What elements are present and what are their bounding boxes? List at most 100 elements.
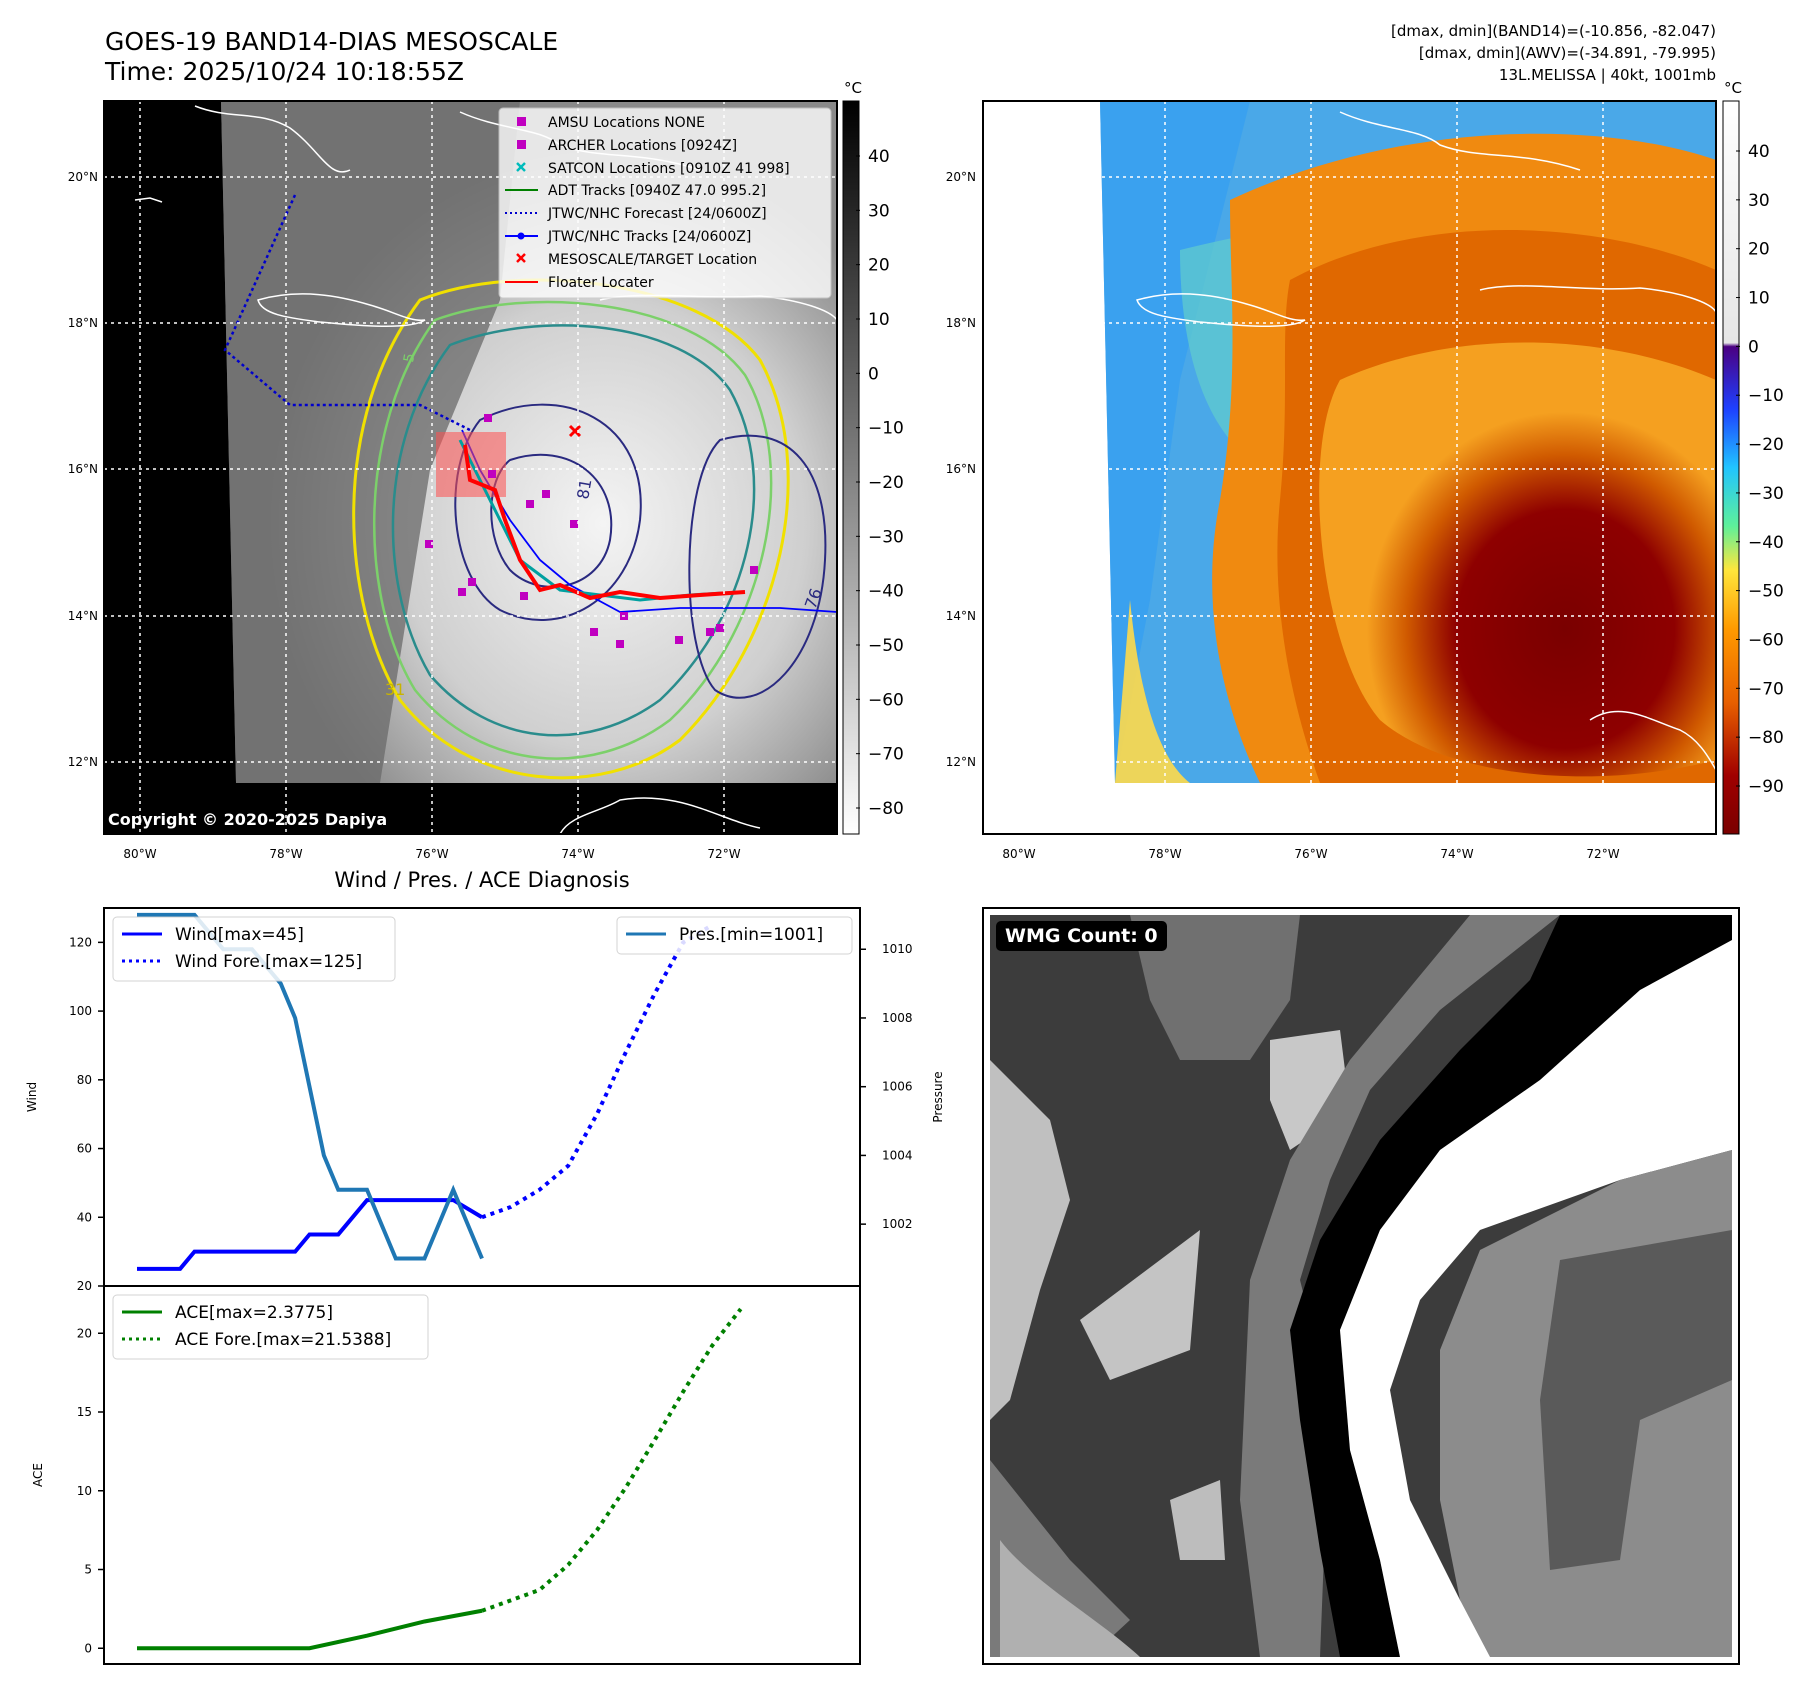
legend-entry-tracks: JTWC/NHC Tracks [24/0600Z] (505, 229, 751, 245)
lat-label: 14°N (68, 609, 98, 623)
wind-axis-tick-label: 120 (69, 935, 92, 949)
legend-entry-forecast: JTWC/NHC Forecast [24/0600Z] (505, 206, 767, 222)
awv-colorbar-tick-label: −10 (1748, 386, 1784, 406)
awv-range: [dmax, dmin](AWV)=(-34.891, -79.995) (1418, 44, 1716, 62)
ir-colorbar-tick-label: −50 (868, 636, 904, 656)
contour-label: 81 (573, 477, 595, 500)
awv-core (1319, 342, 1716, 777)
wind-series-line (137, 1198, 484, 1271)
lon-label: 72°W (707, 847, 740, 861)
lon-label: 76°W (415, 847, 448, 861)
wind-axis-tick-label: 40 (77, 1210, 92, 1224)
ir-colorbar-tick-label: 40 (868, 147, 890, 167)
awv-map-panel: 80°W 78°W 76°W 74°W 72°W 20°N 18°N 16°N … (946, 79, 1784, 861)
ace-series-line (137, 1608, 483, 1651)
lat-label: 20°N (946, 170, 976, 184)
lat-label: 16°N (68, 462, 98, 476)
storm-info: 13L.MELISSA | 40kt, 1001mb (1498, 66, 1716, 84)
target-location-marker (568, 424, 582, 438)
lon-label: 78°W (1148, 847, 1181, 861)
lat-label: 18°N (68, 316, 98, 330)
awv-colorbar-tick-label: −80 (1748, 728, 1784, 748)
wmg-white-band (1340, 940, 1732, 1657)
lon-label: 80°W (123, 847, 156, 861)
awv-axis-labels: 80°W 78°W 76°W 74°W 72°W 20°N 18°N 16°N … (946, 170, 1620, 861)
svg-text:MESOSCALE/TARGET Location: MESOSCALE/TARGET Location (548, 252, 757, 268)
wind-axis-tick-label: 60 (77, 1142, 92, 1156)
legend-entry-satcon: SATCON Locations [0910Z 41 998] (516, 161, 790, 177)
ir-map-panel: 81 76 31 -5 AMSU Locations NONE ARCHER L… (68, 79, 904, 861)
ace-axis-label: ACE (31, 1463, 45, 1487)
ir-colorbar-tick-label: 20 (868, 256, 890, 276)
wind-legend: Wind[max=45] Wind Fore.[max=125] (112, 916, 396, 982)
forecast-track (223, 194, 471, 432)
ir-colorbar-tick-label: −10 (868, 419, 904, 439)
pressure-axis-tick-label: 1008 (882, 1011, 913, 1025)
legend-entry-amsu: AMSU Locations NONE (517, 115, 705, 131)
awv-colorbar-tick-label: 10 (1748, 289, 1770, 309)
pressure-axis-tick-label: 1006 (882, 1080, 913, 1094)
legend-entry-archer: ARCHER Locations [0924Z] (517, 138, 737, 154)
wind-axis-label: Wind (25, 1082, 39, 1112)
colorbar-unit: °C (1724, 79, 1742, 97)
ir-axis-labels: 80°W 78°W 76°W 74°W 72°W 20°N 18°N 16°N … (68, 170, 741, 861)
legend-entry-floater: Floater Locater (505, 275, 654, 291)
pressure-legend: Pres.[min=1001] (616, 916, 853, 955)
awv-gridlines (983, 101, 1716, 834)
ir-colorbar-tick-label: 10 (868, 310, 890, 330)
awv-colorbar-tick-label: −50 (1748, 582, 1784, 602)
legend-entry-ace-forecast: ACE Fore.[max=21.5388] (175, 1330, 391, 1350)
ir-map-legend: AMSU Locations NONE ARCHER Locations [09… (498, 107, 832, 299)
lat-label: 12°N (946, 755, 976, 769)
wind-pressure-chart: Wind / Pres. / ACE Diagnosis Wind Pressu… (25, 868, 945, 1293)
pressure-axis-label: Pressure (931, 1071, 945, 1122)
ace-axis-tick-label: 5 (84, 1563, 92, 1577)
ace-axis-tick-label: 20 (77, 1326, 92, 1340)
awv-colorbar-tick-label: −90 (1748, 777, 1784, 797)
lon-label: 80°W (1002, 847, 1035, 861)
ir-colorbar-tick-label: −40 (868, 582, 904, 602)
lon-label: 74°W (561, 847, 594, 861)
svg-text:ARCHER Locations [0924Z]: ARCHER Locations [0924Z] (548, 138, 737, 154)
wind-axis-tick-label: 100 (69, 1004, 92, 1018)
svg-text:JTWC/NHC Forecast [24/0600Z]: JTWC/NHC Forecast [24/0600Z] (547, 206, 767, 222)
wmg-panel (982, 907, 1740, 1665)
wind-axis-tick-label: 20 (77, 1279, 92, 1293)
lat-label: 16°N (946, 462, 976, 476)
svg-text:Floater Locater: Floater Locater (548, 275, 654, 291)
lat-label: 20°N (68, 170, 98, 184)
archer-markers (425, 414, 758, 648)
wmg-black-band (1290, 915, 1732, 1657)
awv-colorbar-tick-label: −40 (1748, 533, 1784, 553)
time-label: Time: 2025/10/24 10:18:55Z (105, 57, 464, 86)
awv-map-frame (982, 100, 1717, 835)
pressure-axis-tick-label: 1004 (882, 1148, 913, 1162)
ir-dark-region (221, 101, 520, 783)
ace-axis-tick-label: 15 (77, 1405, 92, 1419)
legend-entry-wind: Wind[max=45] (175, 925, 304, 945)
awv-colorbar-tick-label: 30 (1748, 191, 1770, 211)
contour-label: 31 (385, 680, 405, 699)
legend-entry-target: MESOSCALE/TARGET Location (516, 252, 757, 268)
wind-forecast-series-line (481, 923, 714, 1220)
lon-label: 76°W (1294, 847, 1327, 861)
legend-entry-wind-forecast: Wind Fore.[max=125] (175, 952, 362, 972)
ace-chart: ACE 0 5 10 15 20 ACE[max=2.3775] ACE Fore.[m… (31, 1285, 861, 1665)
wmg-count-badge: WMG Count: 0 (996, 921, 1167, 951)
floater-track (463, 444, 746, 601)
pressure-axis-tick-label: 1002 (882, 1217, 913, 1231)
ir-colorbar: °C 40 30 20 10 0 −10 −20 −30 −40 −50 −60 −70 −80 (842, 79, 904, 835)
awv-colorbar-tick-label: −30 (1748, 484, 1784, 504)
band14-range: [dmax, dmin](BAND14)=(-10.856, -82.047) (1391, 22, 1716, 40)
ace-legend: ACE[max=2.3775] ACE Fore.[max=21.5388] (112, 1294, 429, 1360)
colorbar-unit: °C (844, 79, 862, 97)
lon-label: 74°W (1440, 847, 1473, 861)
lat-label: 18°N (946, 316, 976, 330)
svg-text:JTWC/NHC Tracks [24/0600Z]: JTWC/NHC Tracks [24/0600Z] (547, 229, 751, 245)
ir-map-frame (103, 100, 838, 835)
copyright-text: Copyright © 2020-2025 Dapiya (108, 810, 388, 829)
svg-text:ADT Tracks [0940Z 47.0 995.2]: ADT Tracks [0940Z 47.0 995.2] (548, 183, 766, 199)
ace-axis-tick-label: 0 (84, 1641, 92, 1655)
contour-label: -5 (400, 352, 418, 369)
